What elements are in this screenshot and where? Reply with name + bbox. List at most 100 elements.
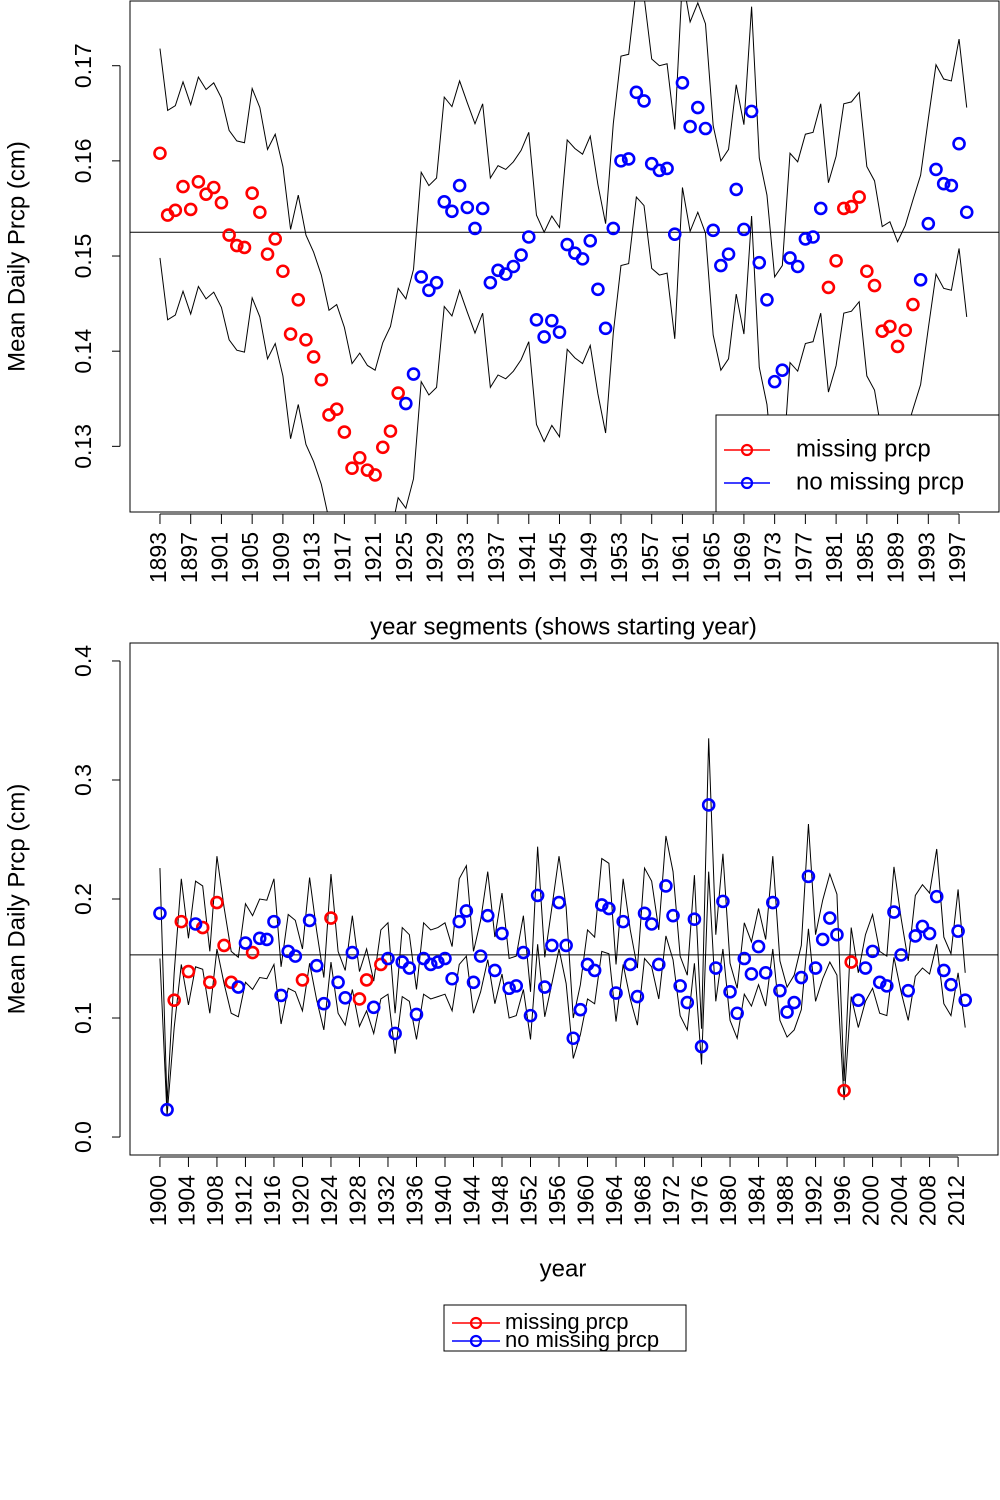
x-tick-label: 1968 <box>630 1175 656 1226</box>
data-point <box>314 372 329 387</box>
data-point <box>502 981 516 996</box>
data-point <box>675 76 690 90</box>
data-point <box>337 425 352 439</box>
x-tick-label: 1976 <box>687 1175 713 1226</box>
data-point <box>237 240 252 255</box>
data-point <box>880 979 894 993</box>
data-point <box>887 905 901 919</box>
data-point <box>830 927 844 942</box>
data-point <box>460 200 475 215</box>
data-point <box>488 963 502 978</box>
data-point <box>506 259 521 274</box>
data-point <box>466 975 481 990</box>
data-point <box>521 230 536 244</box>
x-tick-label: 1944 <box>459 1175 485 1226</box>
x-tick-label: 1929 <box>422 532 448 583</box>
data-point <box>790 259 805 274</box>
x-tick-label: 1985 <box>852 532 878 583</box>
data-point <box>188 917 203 931</box>
data-point <box>299 332 313 347</box>
data-point <box>630 989 645 1004</box>
data-point <box>214 195 229 210</box>
y-tick-label: 0.14 <box>70 329 96 374</box>
data-point <box>338 990 353 1005</box>
data-point <box>872 975 887 990</box>
data-point <box>253 205 267 220</box>
data-point <box>509 979 524 993</box>
data-point <box>944 977 958 992</box>
legend-marker <box>740 443 754 457</box>
data-point <box>616 914 630 929</box>
data-point <box>483 275 498 290</box>
data-point <box>291 292 306 307</box>
data-point <box>773 983 787 998</box>
data-point <box>858 961 873 975</box>
x-tick-label: 1920 <box>288 1175 314 1226</box>
data-point <box>210 895 224 910</box>
x-tick-label: 1916 <box>259 1175 285 1226</box>
data-point <box>775 363 790 378</box>
data-point <box>701 798 716 812</box>
data-point <box>552 895 566 910</box>
data-point <box>181 964 196 979</box>
plot-frame <box>129 0 1000 513</box>
data-point <box>908 929 923 943</box>
plot-area <box>130 1 999 512</box>
x-tick-label: 1917 <box>329 532 355 583</box>
data-point <box>167 993 181 1007</box>
data-point <box>153 146 167 161</box>
data-point <box>937 963 951 978</box>
data-point <box>498 267 513 281</box>
data-point <box>598 321 613 336</box>
x-tick-label: 1988 <box>772 1175 798 1226</box>
data-point <box>609 986 623 1000</box>
data-point <box>267 914 281 929</box>
data-point <box>837 1083 851 1098</box>
data-point <box>437 194 452 209</box>
x-tick-label: 1980 <box>715 1175 741 1226</box>
data-point <box>423 957 438 972</box>
y-tick-label: 0.17 <box>70 43 96 88</box>
data-point <box>306 350 321 364</box>
data-point <box>629 85 644 100</box>
data-point <box>523 1008 538 1023</box>
band-lower <box>159 871 966 1116</box>
data-point <box>274 988 288 1003</box>
data-point <box>644 917 659 931</box>
x-tick-label: 1956 <box>544 1175 570 1226</box>
x-tick-label: 1909 <box>268 532 294 583</box>
x-tick-label: 2012 <box>943 1175 969 1226</box>
data-point <box>787 995 801 1010</box>
data-point <box>929 889 944 904</box>
legend-marker <box>469 1316 483 1330</box>
data-point <box>331 975 345 990</box>
data-point <box>706 223 720 238</box>
data-point <box>583 233 598 248</box>
data-point <box>952 136 966 151</box>
x-tick-label: 1981 <box>821 532 847 583</box>
data-point <box>687 912 702 927</box>
x-tick-label: 1937 <box>483 532 509 583</box>
data-point <box>388 1026 402 1041</box>
data-point <box>821 280 836 295</box>
data-point <box>594 898 609 912</box>
data-point <box>283 327 298 341</box>
x-tick-label: 1933 <box>452 532 478 583</box>
data-point <box>366 1000 381 1015</box>
data-point <box>422 283 436 298</box>
legend-label: no missing prcp <box>796 468 964 495</box>
data-point <box>851 993 866 1007</box>
data-point <box>445 971 459 986</box>
data-point <box>276 264 290 279</box>
data-point <box>794 970 809 985</box>
data-point <box>302 913 317 928</box>
data-point <box>680 995 695 1010</box>
data-point <box>766 895 780 910</box>
data-point <box>552 325 567 339</box>
data-point <box>894 948 908 962</box>
data-point <box>723 985 737 999</box>
x-axis-label: year segments (shows starting year) <box>370 613 757 640</box>
data-point <box>666 908 680 923</box>
data-point <box>516 945 531 960</box>
data-point <box>391 386 405 400</box>
